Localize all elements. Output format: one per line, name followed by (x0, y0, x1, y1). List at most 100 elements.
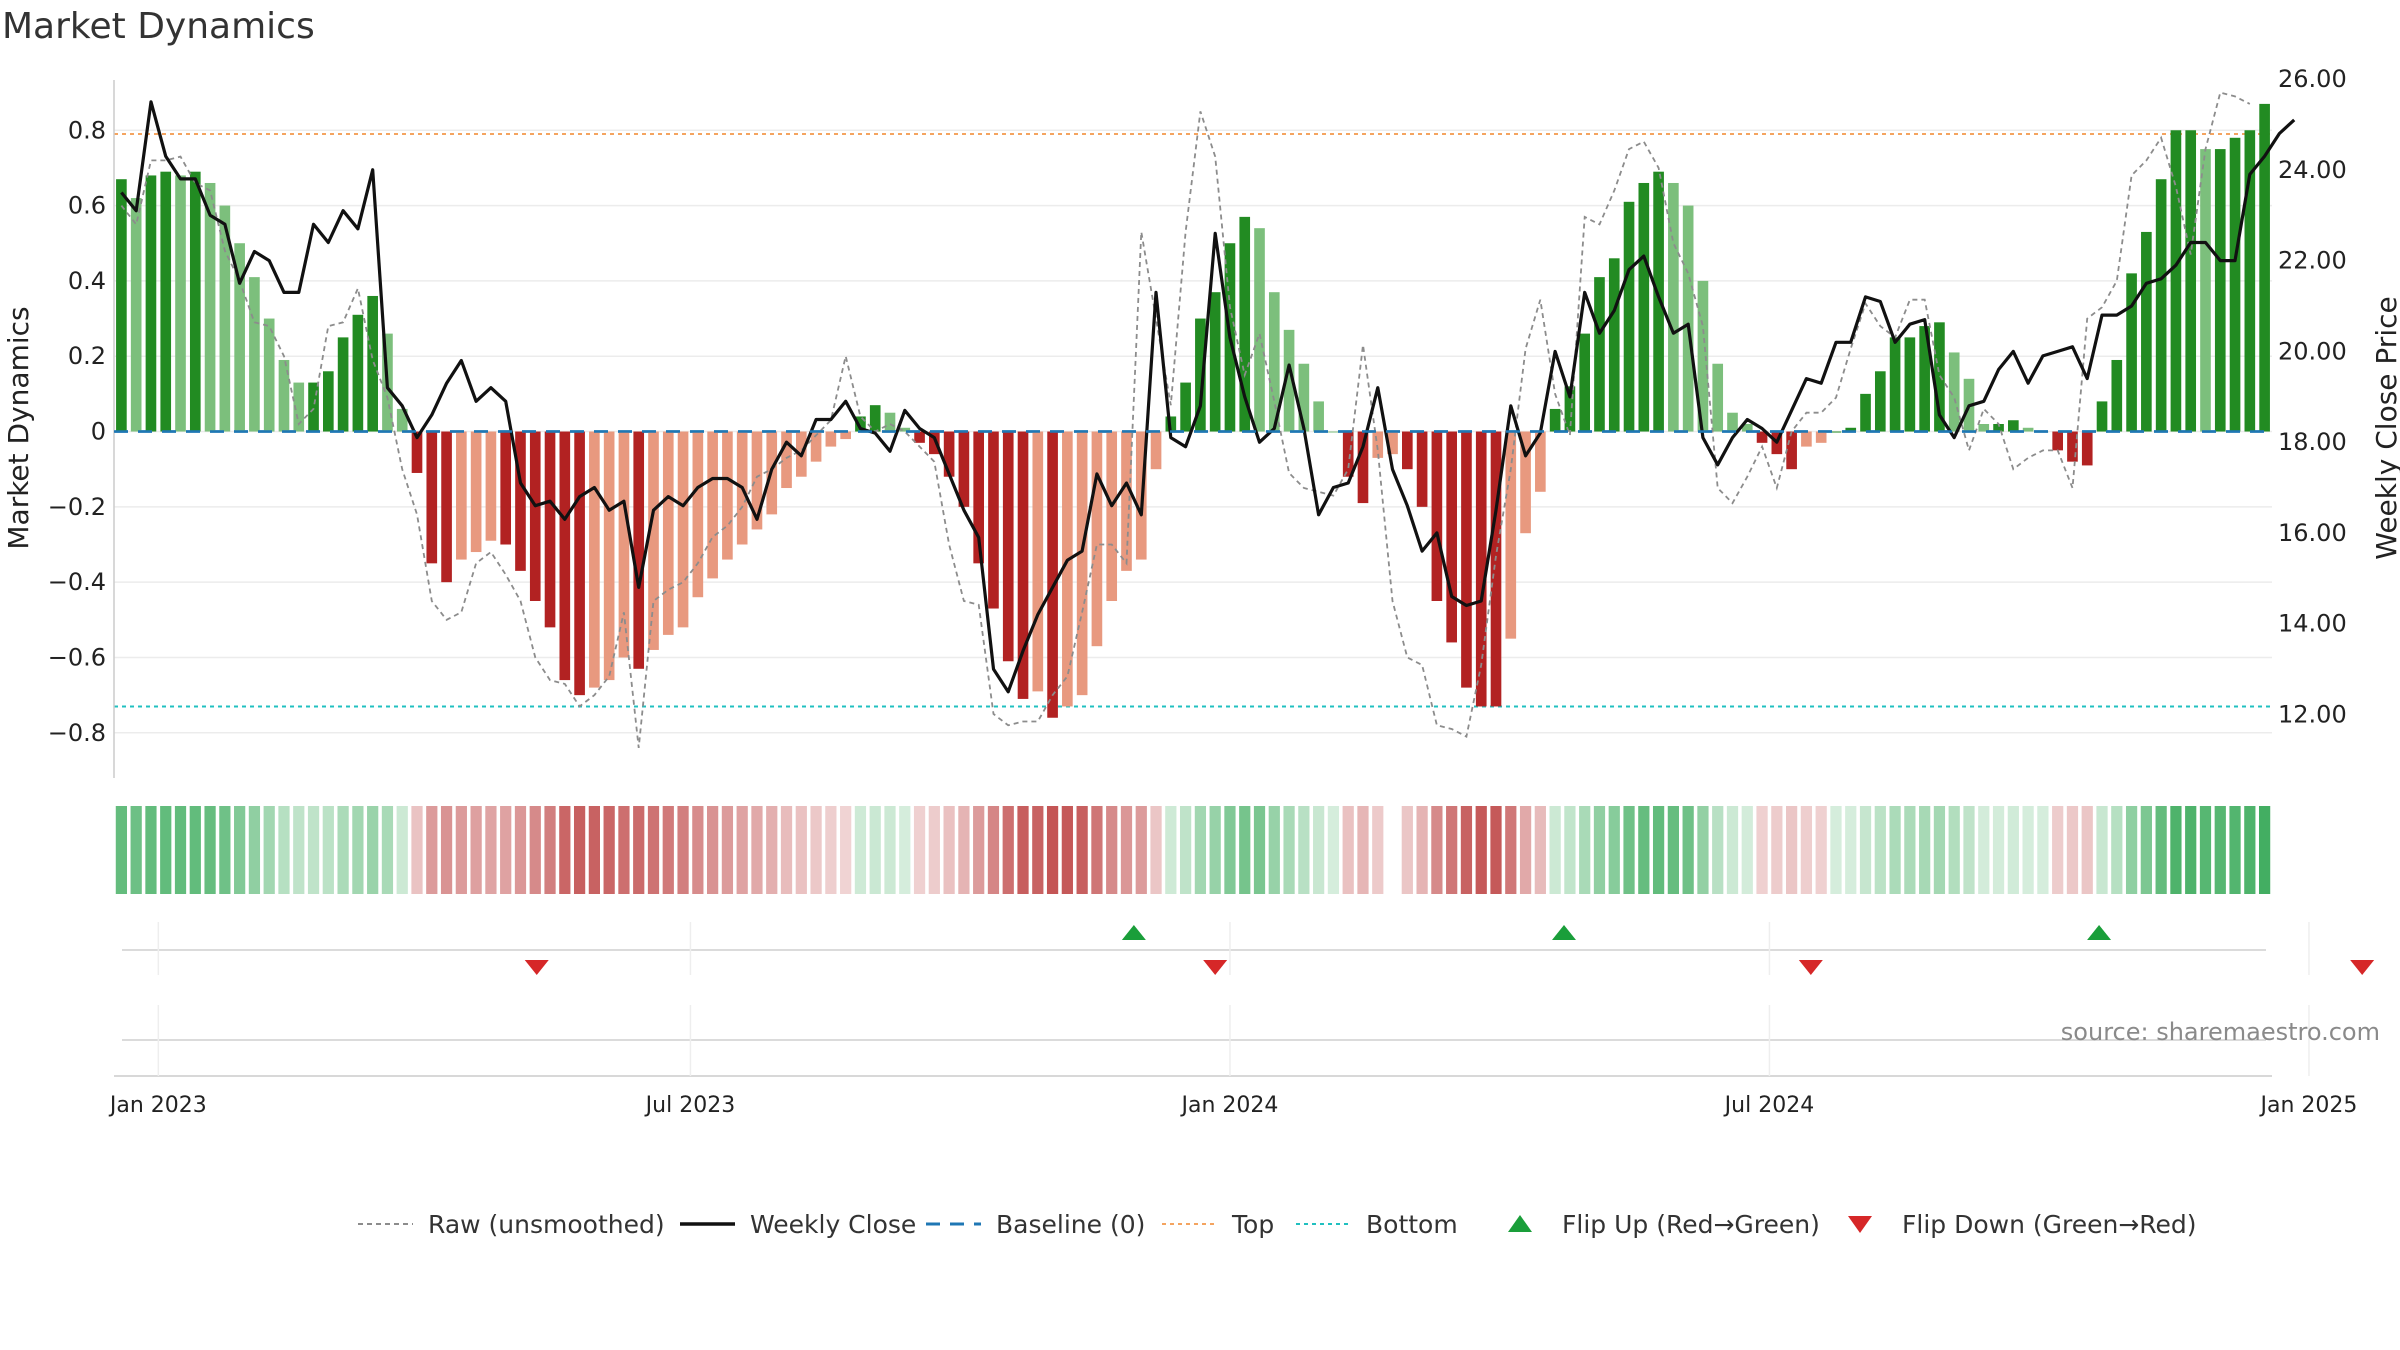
regime-cell (1135, 806, 1147, 894)
momentum-bar (603, 431, 615, 681)
momentum-bar (1520, 431, 1531, 534)
regime-cell (943, 806, 955, 894)
momentum-bar (2111, 359, 2123, 432)
momentum-bar (869, 405, 881, 432)
regime-cell (840, 806, 852, 894)
momentum-bar (781, 431, 792, 489)
y-tick-label: −0.8 (48, 719, 106, 747)
regime-cell (1652, 806, 1665, 894)
regime-cell (2170, 806, 2182, 894)
regime-cell (603, 806, 615, 894)
flip-down-marker (524, 960, 549, 975)
momentum-bar (1239, 216, 1251, 432)
legend-label: Raw (unsmoothed) (428, 1210, 665, 1239)
momentum-bar (1786, 431, 1797, 470)
momentum-bar (1461, 431, 1472, 688)
regime-cell (1697, 806, 1709, 894)
regime-cell (1268, 806, 1280, 894)
momentum-bar (2096, 401, 2108, 432)
regime-cell (189, 806, 201, 894)
momentum-bar (2185, 130, 2197, 432)
regime-cell (884, 806, 896, 894)
momentum-bar (189, 171, 201, 432)
momentum-bar (263, 318, 275, 432)
regime-cell (1091, 806, 1103, 894)
regime-cell (1948, 806, 1960, 894)
regime-cell (1431, 806, 1443, 894)
regime-cell (248, 806, 261, 894)
regime-cell (2229, 806, 2241, 894)
regime-cell (2140, 806, 2152, 894)
regime-cell (780, 806, 793, 894)
regime-cell (426, 806, 438, 894)
momentum-bar (1416, 431, 1428, 507)
regime-cell (2258, 806, 2271, 894)
momentum-bar (825, 431, 837, 447)
regime-cell (1859, 806, 1872, 894)
momentum-bar (810, 431, 822, 462)
regime-cell (1638, 806, 1650, 894)
momentum-bar (722, 431, 733, 560)
momentum-bar (973, 431, 984, 564)
momentum-bar (1387, 431, 1398, 455)
y-axis-label: Market Dynamics (2, 306, 35, 549)
regime-cell (440, 806, 453, 894)
momentum-bar (1313, 401, 1324, 432)
momentum-bar (116, 179, 127, 432)
regime-cell (1933, 806, 1946, 894)
y-tick-label: 0 (91, 418, 106, 446)
regime-cell (1800, 806, 1813, 894)
y-tick-label: 0.4 (68, 267, 106, 295)
momentum-bar (958, 431, 970, 507)
momentum-bar (1889, 337, 1901, 432)
momentum-bar (1357, 431, 1369, 504)
regime-cell (2066, 806, 2079, 894)
momentum-bar (1682, 205, 1694, 432)
momentum-bar (2200, 149, 2211, 432)
momentum-bar (470, 431, 482, 553)
regime-cell (1874, 806, 1886, 894)
regime-cell (618, 806, 630, 894)
momentum-bar (574, 431, 585, 696)
regime-cell (913, 806, 926, 894)
regime-cell (1490, 806, 1502, 894)
momentum-bar (929, 431, 940, 455)
regime-cell (736, 806, 748, 894)
flip-down-marker (1203, 960, 1228, 975)
momentum-bar (1047, 431, 1058, 718)
flip-up-marker (1551, 925, 1576, 940)
momentum-bar (633, 431, 645, 669)
regime-cell (1564, 806, 1576, 894)
momentum-bar (1032, 431, 1044, 692)
momentum-bar (500, 431, 512, 545)
momentum-bar (1490, 431, 1502, 707)
y2-tick-label: 18.00 (2278, 428, 2347, 456)
momentum-bar (751, 431, 763, 530)
momentum-bar (145, 175, 157, 432)
momentum-bar (1668, 182, 1679, 432)
regime-cell (958, 806, 970, 894)
regime-cell (337, 806, 349, 894)
regime-cell (1416, 806, 1428, 894)
y2-tick-label: 26.00 (2278, 65, 2347, 93)
momentum-bar (2141, 231, 2152, 432)
momentum-bar (988, 431, 999, 609)
regime-cell (1726, 806, 1739, 894)
regime-cell (1120, 806, 1133, 894)
regime-cell (1712, 806, 1724, 894)
regime-cell (1017, 806, 1029, 894)
regime-cell (470, 806, 482, 894)
regime-cell (2111, 806, 2123, 894)
regime-cell (2214, 806, 2226, 894)
regime-cell (1313, 806, 1325, 894)
momentum-bar (1727, 412, 1738, 432)
regime-cell (588, 806, 600, 894)
regime-cell (2052, 806, 2064, 894)
regime-cell (1534, 806, 1546, 894)
momentum-bar (1002, 431, 1014, 662)
momentum-bar (855, 416, 866, 432)
momentum-bar (323, 371, 334, 432)
momentum-bar (1697, 280, 1709, 432)
regime-cell (1682, 806, 1694, 894)
